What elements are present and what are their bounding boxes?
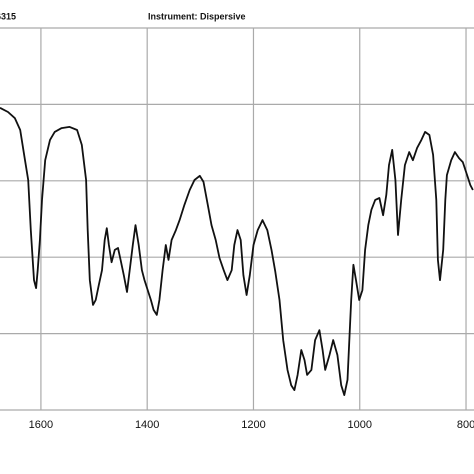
spectrum-line <box>0 107 474 396</box>
x-tick-label: 1000 <box>348 419 372 431</box>
x-tick-label: 800 <box>457 419 474 431</box>
x-tick-label: 1400 <box>135 419 159 431</box>
x-tick-label: 1600 <box>29 419 53 431</box>
x-tick-label: 1200 <box>241 419 265 431</box>
chart-title: Instrument: Dispersive <box>148 11 246 21</box>
sample-label: 6315 <box>0 11 16 21</box>
